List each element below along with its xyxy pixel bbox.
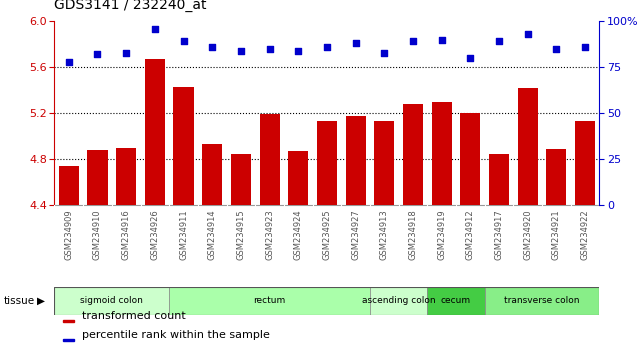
Text: GSM234914: GSM234914 xyxy=(208,209,217,260)
Bar xyxy=(87,150,108,354)
Bar xyxy=(403,104,423,354)
Bar xyxy=(260,114,279,354)
Point xyxy=(178,39,188,44)
Text: GSM234922: GSM234922 xyxy=(581,209,590,260)
Text: tissue: tissue xyxy=(3,296,35,306)
Text: transformed count: transformed count xyxy=(82,311,185,321)
Bar xyxy=(518,88,538,354)
Bar xyxy=(288,151,308,354)
Bar xyxy=(169,287,370,315)
Bar xyxy=(231,154,251,354)
Text: GSM234921: GSM234921 xyxy=(552,209,561,260)
Point xyxy=(293,48,303,53)
Point xyxy=(465,55,476,61)
Text: rectum: rectum xyxy=(253,296,286,306)
Text: ▶: ▶ xyxy=(37,296,45,306)
Bar xyxy=(54,287,169,315)
Text: GSM234927: GSM234927 xyxy=(351,209,360,260)
Text: GSM234909: GSM234909 xyxy=(64,209,73,260)
Text: GSM234920: GSM234920 xyxy=(523,209,532,260)
Bar xyxy=(116,148,137,354)
Bar xyxy=(374,121,394,354)
Text: GSM234919: GSM234919 xyxy=(437,209,446,260)
Point xyxy=(121,50,131,55)
Bar xyxy=(460,113,480,354)
Text: GSM234918: GSM234918 xyxy=(408,209,417,260)
Point xyxy=(63,59,74,64)
Bar xyxy=(145,59,165,354)
Text: ascending colon: ascending colon xyxy=(362,296,435,306)
Bar xyxy=(428,287,485,315)
Point xyxy=(150,26,160,32)
Point xyxy=(580,44,590,50)
Text: GSM234915: GSM234915 xyxy=(237,209,246,260)
Point xyxy=(236,48,246,53)
Text: percentile rank within the sample: percentile rank within the sample xyxy=(82,330,270,340)
Point xyxy=(322,44,332,50)
Point xyxy=(522,31,533,37)
Point xyxy=(92,52,103,57)
Bar xyxy=(174,87,194,354)
Point xyxy=(265,46,275,52)
Bar xyxy=(575,121,595,354)
Bar xyxy=(485,287,599,315)
Text: GSM234923: GSM234923 xyxy=(265,209,274,260)
Text: GSM234916: GSM234916 xyxy=(122,209,131,260)
Text: cecum: cecum xyxy=(441,296,471,306)
Point xyxy=(351,40,361,46)
Bar xyxy=(317,121,337,354)
Point xyxy=(494,39,504,44)
Text: sigmoid colon: sigmoid colon xyxy=(80,296,144,306)
Text: GSM234925: GSM234925 xyxy=(322,209,331,260)
Bar xyxy=(431,102,452,354)
Text: GSM234912: GSM234912 xyxy=(466,209,475,260)
Text: GSM234924: GSM234924 xyxy=(294,209,303,260)
Text: transverse colon: transverse colon xyxy=(504,296,579,306)
Bar xyxy=(202,144,222,354)
Point xyxy=(437,37,447,42)
Text: GSM234910: GSM234910 xyxy=(93,209,102,260)
Bar xyxy=(370,287,428,315)
Point xyxy=(379,50,389,55)
Point xyxy=(408,39,418,44)
Text: GSM234917: GSM234917 xyxy=(494,209,503,260)
Text: GSM234926: GSM234926 xyxy=(151,209,160,260)
Point xyxy=(207,44,217,50)
Bar xyxy=(59,166,79,354)
Point xyxy=(551,46,562,52)
Text: GSM234911: GSM234911 xyxy=(179,209,188,260)
Text: GSM234913: GSM234913 xyxy=(379,209,388,260)
Bar xyxy=(345,116,365,354)
Bar xyxy=(489,154,509,354)
Bar xyxy=(63,320,74,321)
Bar xyxy=(63,339,74,341)
Bar xyxy=(546,149,567,354)
Text: GDS3141 / 232240_at: GDS3141 / 232240_at xyxy=(54,0,207,12)
